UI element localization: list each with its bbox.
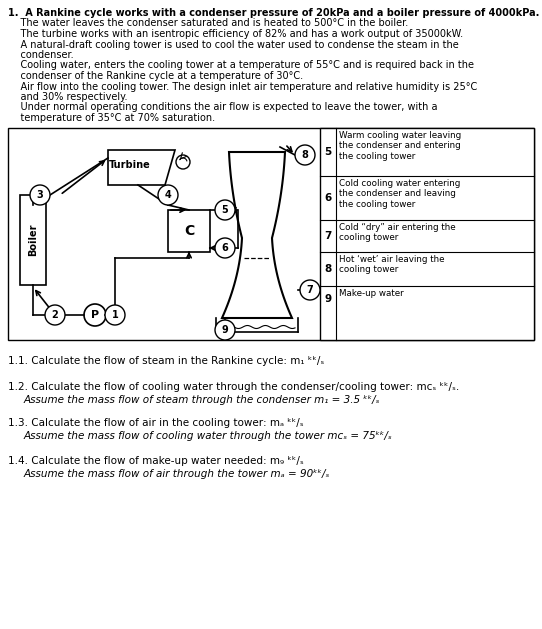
Circle shape	[215, 238, 235, 258]
Text: The water leaves the condenser saturated and is heated to 500°C in the boiler.: The water leaves the condenser saturated…	[8, 18, 408, 28]
Bar	[320, 128, 534, 340]
Circle shape	[300, 280, 320, 300]
Text: 6: 6	[222, 243, 228, 253]
Circle shape	[295, 145, 315, 165]
Text: Assume the mass flow of cooling water through the tower mᴄₛ = 75ᵏᵏ/ₛ: Assume the mass flow of cooling water th…	[24, 431, 393, 441]
Circle shape	[84, 304, 106, 326]
Text: Hot ‘wet’ air leaving the
cooling tower: Hot ‘wet’ air leaving the cooling tower	[339, 255, 444, 274]
Text: Warm cooling water leaving
the condenser and entering
the cooling tower: Warm cooling water leaving the condenser…	[339, 131, 461, 161]
Text: 5: 5	[324, 147, 332, 157]
Text: 6: 6	[324, 193, 332, 203]
Bar	[20, 195, 46, 285]
Text: Under normal operating conditions the air flow is expected to leave the tower, w: Under normal operating conditions the ai…	[8, 103, 437, 113]
Text: P: P	[91, 310, 99, 320]
Text: 8: 8	[324, 264, 332, 274]
Text: 3: 3	[37, 190, 43, 200]
Text: Air flow into the cooling tower. The design inlet air temperature and relative h: Air flow into the cooling tower. The des…	[8, 82, 478, 91]
Text: condenser.: condenser.	[8, 50, 74, 60]
Text: 1.4. Calculate the flow of make-up water needed: m₉ ᵏᵏ/ₛ: 1.4. Calculate the flow of make-up water…	[8, 456, 304, 466]
Circle shape	[176, 155, 190, 169]
Circle shape	[30, 185, 50, 205]
Text: A natural-draft cooling tower is used to cool the water used to condense the ste: A natural-draft cooling tower is used to…	[8, 40, 459, 50]
Text: C: C	[184, 224, 194, 238]
Circle shape	[105, 305, 125, 325]
Text: 7: 7	[324, 231, 332, 241]
Circle shape	[45, 305, 65, 325]
Text: 2: 2	[51, 310, 59, 320]
Text: 1.2. Calculate the flow of cooling water through the condenser/cooling tower: mᴄ: 1.2. Calculate the flow of cooling water…	[8, 382, 459, 392]
Bar	[168, 210, 210, 252]
Polygon shape	[222, 152, 292, 318]
Text: Assume the mass flow of air through the tower mₐ = 90ᵏᵏ/ₛ: Assume the mass flow of air through the …	[24, 469, 331, 479]
Circle shape	[215, 320, 235, 340]
Text: Make-up water: Make-up water	[339, 289, 404, 298]
Text: Cold “dry” air entering the
cooling tower: Cold “dry” air entering the cooling towe…	[339, 223, 456, 242]
Text: Turbine: Turbine	[109, 160, 151, 170]
Text: 8: 8	[301, 150, 308, 160]
Text: 7: 7	[307, 285, 313, 295]
Text: Boiler: Boiler	[28, 224, 38, 256]
Text: Cooling water, enters the cooling tower at a temperature of 55°C and is required: Cooling water, enters the cooling tower …	[8, 60, 474, 70]
Text: and 30% respectively.: and 30% respectively.	[8, 92, 127, 102]
Polygon shape	[108, 150, 175, 185]
Text: The turbine works with an isentropic efficiency of 82% and has a work output of : The turbine works with an isentropic eff…	[8, 29, 463, 39]
Text: Assume the mass flow of steam through the condenser m₁ = 3.5 ᵏᵏ/ₛ: Assume the mass flow of steam through th…	[24, 395, 380, 405]
Circle shape	[215, 200, 235, 220]
Text: condenser of the Rankine cycle at a temperature of 30°C.: condenser of the Rankine cycle at a temp…	[8, 71, 303, 81]
Bar	[8, 128, 534, 340]
Text: 4: 4	[165, 190, 171, 200]
Text: Cold cooling water entering
the condenser and leaving
the cooling tower: Cold cooling water entering the condense…	[339, 179, 460, 209]
Text: temperature of 35°C at 70% saturation.: temperature of 35°C at 70% saturation.	[8, 113, 215, 123]
Circle shape	[158, 185, 178, 205]
Text: 5: 5	[222, 205, 228, 215]
Text: 9: 9	[222, 325, 228, 335]
Text: 1.1. Calculate the flow of steam in the Rankine cycle: m₁ ᵏᵏ/ₛ: 1.1. Calculate the flow of steam in the …	[8, 356, 324, 366]
Text: 9: 9	[325, 294, 332, 304]
Text: 1.  A Rankine cycle works with a condenser pressure of 20kPa and a boiler pressu: 1. A Rankine cycle works with a condense…	[8, 8, 539, 18]
Text: 1: 1	[112, 310, 118, 320]
Text: 1.3. Calculate the flow of air in the cooling tower: mₐ ᵏᵏ/ₛ: 1.3. Calculate the flow of air in the co…	[8, 418, 304, 428]
